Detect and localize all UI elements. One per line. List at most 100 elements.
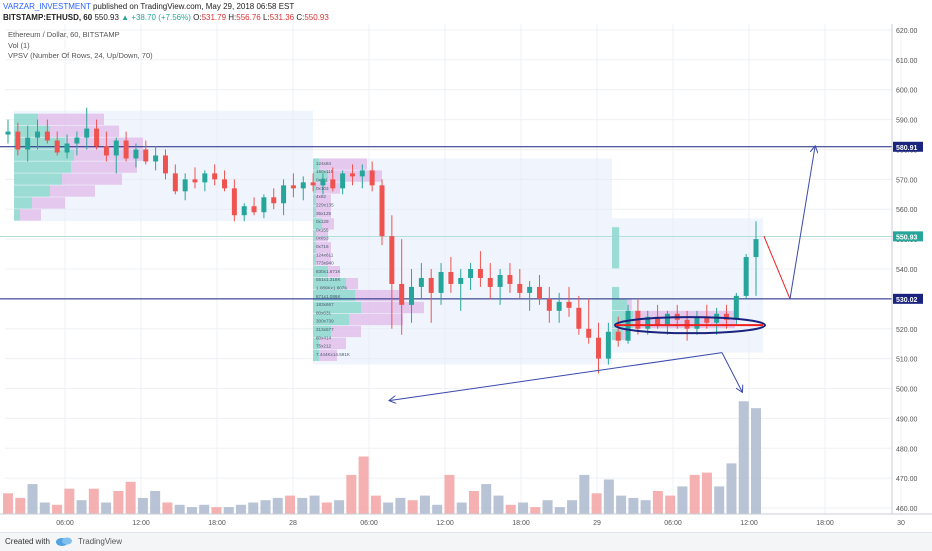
profile-up-bar bbox=[313, 349, 319, 362]
profile-up-bar bbox=[313, 289, 355, 302]
profile-down-bar bbox=[20, 209, 41, 221]
y-tick-label: 520.00 bbox=[896, 327, 918, 334]
profile-up-bar bbox=[313, 277, 346, 290]
profile-down-bar bbox=[355, 289, 400, 302]
low-label: L: bbox=[262, 13, 270, 22]
volume-bar bbox=[125, 481, 136, 514]
close-label: C: bbox=[296, 13, 305, 22]
tradingview-brand[interactable]: TradingView bbox=[78, 537, 123, 546]
volume-profile: 124x84150x1150x1110x1034x92229x13536x125… bbox=[14, 110, 763, 365]
profile-down-bar bbox=[627, 298, 632, 311]
volume-bar bbox=[101, 502, 112, 514]
candle-body bbox=[409, 286, 415, 305]
high-value: 556.76 bbox=[236, 13, 261, 22]
candle-body bbox=[497, 274, 503, 287]
profile-up-bar bbox=[14, 113, 38, 125]
candle-body bbox=[212, 173, 218, 180]
profile-up-bar bbox=[313, 170, 328, 182]
profile-down-bar bbox=[74, 149, 146, 161]
legend-vol: Vol (1) bbox=[8, 40, 30, 50]
legend-vpsv: VPSV (Number Of Rows, 24, Up/Down, 70) bbox=[8, 51, 153, 60]
open-value: 531.79 bbox=[201, 13, 227, 22]
candle-body bbox=[15, 131, 21, 150]
x-tick-label: 18:00 bbox=[512, 520, 530, 527]
chart-header: VARZAR_INVESTMENT published on TradingVi… bbox=[0, 0, 932, 24]
profile-row-label: 36x125 bbox=[316, 211, 332, 216]
profile-up-bar bbox=[313, 230, 316, 242]
volume-bar bbox=[481, 484, 492, 514]
chart-background bbox=[0, 24, 932, 532]
profile-down-bar bbox=[319, 349, 337, 362]
profile-up-bar bbox=[612, 298, 627, 311]
candle-body bbox=[261, 197, 267, 213]
candle-body bbox=[596, 337, 602, 359]
volume-bar bbox=[235, 504, 246, 514]
profile-up-bar bbox=[14, 149, 74, 161]
profile-down-bar bbox=[316, 242, 331, 254]
x-tick-label: 12:00 bbox=[740, 520, 758, 527]
price-change: ▲ +38.70 (+7.56%) bbox=[121, 13, 191, 22]
candle-body bbox=[35, 131, 41, 138]
y-tick-label: 570.00 bbox=[896, 177, 918, 184]
candle-body bbox=[546, 298, 552, 311]
candle-body bbox=[487, 277, 493, 287]
volume-bar bbox=[591, 493, 602, 514]
x-tick-label: 29 bbox=[593, 520, 601, 527]
candle-body bbox=[418, 277, 424, 287]
candle-body bbox=[123, 140, 129, 159]
profile-down-bar bbox=[319, 158, 367, 170]
profile-row-label: 551x1.318K bbox=[316, 277, 341, 282]
candle-body bbox=[389, 236, 395, 284]
profile-down-bar bbox=[622, 328, 628, 341]
time-axis[interactable]: 06:00 12:00 18:00 28 06:00 12:00 18:00 29 06:00 1… bbox=[0, 513, 932, 527]
volume-bar bbox=[738, 401, 749, 514]
price-chart[interactable]: 124x84150x1150x1110x1034x92229x13536x125… bbox=[0, 24, 932, 532]
volume-bar bbox=[726, 463, 737, 514]
profile-down-bar bbox=[316, 254, 331, 266]
candle-body bbox=[664, 313, 670, 326]
volume-bar bbox=[137, 497, 148, 514]
candle-body bbox=[645, 316, 651, 329]
candle-body bbox=[5, 131, 11, 135]
profile-up-bar bbox=[14, 185, 50, 197]
volume-bar bbox=[3, 493, 13, 514]
chart-legend: Ethereum / Dollar, 60, BITSTAMP Vol (1) … bbox=[8, 30, 153, 62]
candle-body bbox=[694, 316, 700, 329]
candle-body bbox=[222, 179, 228, 189]
volume-bar bbox=[677, 486, 688, 514]
candlesticks bbox=[5, 107, 759, 374]
volume-bar bbox=[518, 502, 529, 514]
candle-body bbox=[556, 301, 562, 311]
profile-up-bar bbox=[612, 286, 620, 299]
candle-body bbox=[172, 173, 178, 192]
x-tick-label: 28 bbox=[289, 520, 297, 527]
price-label-text: 550.93 bbox=[896, 234, 918, 241]
ohlc: O:531.79 H:556.76 L:531.36 C:550.93 bbox=[193, 13, 329, 22]
candle-body bbox=[44, 131, 50, 141]
candle-body bbox=[84, 128, 90, 138]
x-tick-label: 12:00 bbox=[436, 520, 454, 527]
volume-bar bbox=[64, 488, 75, 514]
volume-bar bbox=[52, 504, 63, 514]
candle-body bbox=[320, 179, 326, 186]
profile-up-bar bbox=[14, 137, 65, 149]
profile-up-bar bbox=[14, 125, 50, 137]
candle-body bbox=[231, 188, 237, 216]
candle-body bbox=[517, 283, 523, 293]
volume-bar bbox=[542, 500, 553, 514]
volume-bar bbox=[383, 502, 394, 514]
profile-down-bar bbox=[331, 325, 361, 338]
x-tick-label: 18:00 bbox=[816, 520, 834, 527]
author-link[interactable]: VARZAR_INVESTMENT bbox=[3, 2, 91, 11]
price-axis[interactable]: 460.00 470.00 480.00 490.00 500.00 510.00 520.… bbox=[891, 24, 923, 514]
candle-body bbox=[153, 155, 159, 162]
x-tick-label: 06:00 bbox=[360, 520, 378, 527]
candle-body bbox=[162, 155, 168, 174]
created-with: Created with bbox=[5, 537, 50, 546]
y-tick-label: 460.00 bbox=[896, 506, 918, 513]
candle-body bbox=[743, 257, 749, 296]
profile-up-bar bbox=[313, 206, 316, 218]
candle-body bbox=[576, 307, 582, 329]
arrow-to-volume-right bbox=[721, 352, 742, 392]
horizontal-levels bbox=[0, 146, 892, 300]
